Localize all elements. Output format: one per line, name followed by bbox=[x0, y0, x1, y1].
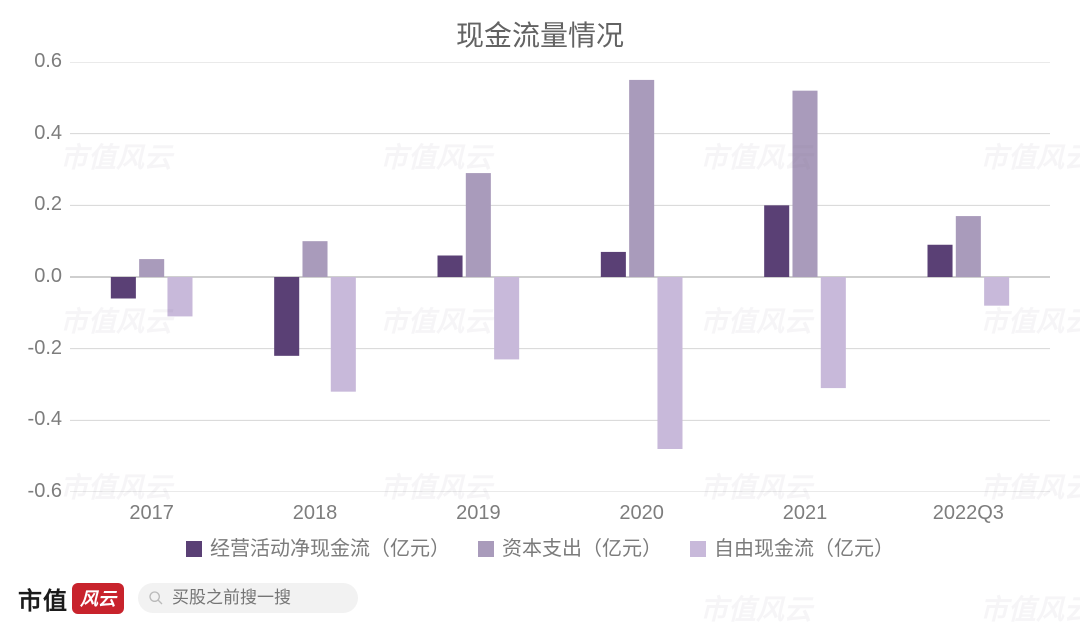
legend-item: 资本支出（亿元） bbox=[478, 532, 662, 561]
bar bbox=[331, 277, 356, 392]
watermark: 市值风云 bbox=[700, 588, 812, 625]
footer-bar: 市值 风云 bbox=[18, 581, 358, 615]
chart-legend: 经营活动净现金流（亿元） 资本支出（亿元） 自由现金流（亿元） bbox=[0, 532, 1080, 561]
bar bbox=[764, 205, 789, 277]
legend-swatch bbox=[186, 541, 202, 557]
bar bbox=[139, 259, 164, 277]
bar bbox=[984, 277, 1009, 306]
y-axis-label: 0.6 bbox=[2, 50, 62, 73]
legend-swatch bbox=[690, 541, 706, 557]
x-axis-label: 2022Q3 bbox=[933, 502, 1004, 525]
bar bbox=[438, 256, 463, 278]
y-axis-label: -0.2 bbox=[2, 337, 62, 360]
bar bbox=[274, 277, 299, 356]
bar bbox=[466, 173, 491, 277]
brand-badge: 风云 bbox=[72, 583, 124, 614]
bar bbox=[629, 80, 654, 277]
bar bbox=[792, 91, 817, 277]
bar bbox=[302, 241, 327, 277]
y-axis-label: 0.0 bbox=[2, 265, 62, 288]
y-axis-label: 0.2 bbox=[2, 193, 62, 216]
search-icon bbox=[148, 590, 164, 606]
x-axis-label: 2021 bbox=[783, 502, 828, 525]
y-axis-label: 0.4 bbox=[2, 122, 62, 145]
watermark: 市值风云 bbox=[980, 588, 1080, 625]
bar bbox=[111, 277, 136, 299]
x-axis-label: 2018 bbox=[293, 502, 338, 525]
bar bbox=[928, 245, 953, 277]
bar bbox=[657, 277, 682, 449]
search-input[interactable] bbox=[170, 587, 344, 609]
bar bbox=[821, 277, 846, 388]
x-axis-label: 2017 bbox=[129, 502, 174, 525]
search-box[interactable] bbox=[138, 583, 358, 613]
y-axis-label: -0.6 bbox=[2, 480, 62, 503]
chart-svg bbox=[70, 62, 1050, 492]
legend-item: 自由现金流（亿元） bbox=[690, 532, 894, 561]
chart-title: 现金流量情况 bbox=[0, 0, 1080, 54]
bar bbox=[167, 277, 192, 316]
legend-label: 经营活动净现金流（亿元） bbox=[210, 538, 450, 560]
legend-item: 经营活动净现金流（亿元） bbox=[186, 532, 450, 561]
x-axis-label: 2019 bbox=[456, 502, 501, 525]
legend-label: 自由现金流（亿元） bbox=[714, 538, 894, 560]
chart-plot-area: -0.6-0.4-0.20.00.20.40.62017201820192020… bbox=[70, 62, 1050, 492]
legend-swatch bbox=[478, 541, 494, 557]
bar bbox=[601, 252, 626, 277]
bar bbox=[956, 216, 981, 277]
chart-card: 现金流量情况 -0.6-0.4-0.20.00.20.40.6201720182… bbox=[0, 0, 1080, 625]
bar bbox=[494, 277, 519, 359]
legend-label: 资本支出（亿元） bbox=[502, 538, 662, 560]
brand-text: 市值 bbox=[18, 581, 68, 616]
x-axis-label: 2020 bbox=[619, 502, 664, 525]
y-axis-label: -0.4 bbox=[2, 408, 62, 431]
